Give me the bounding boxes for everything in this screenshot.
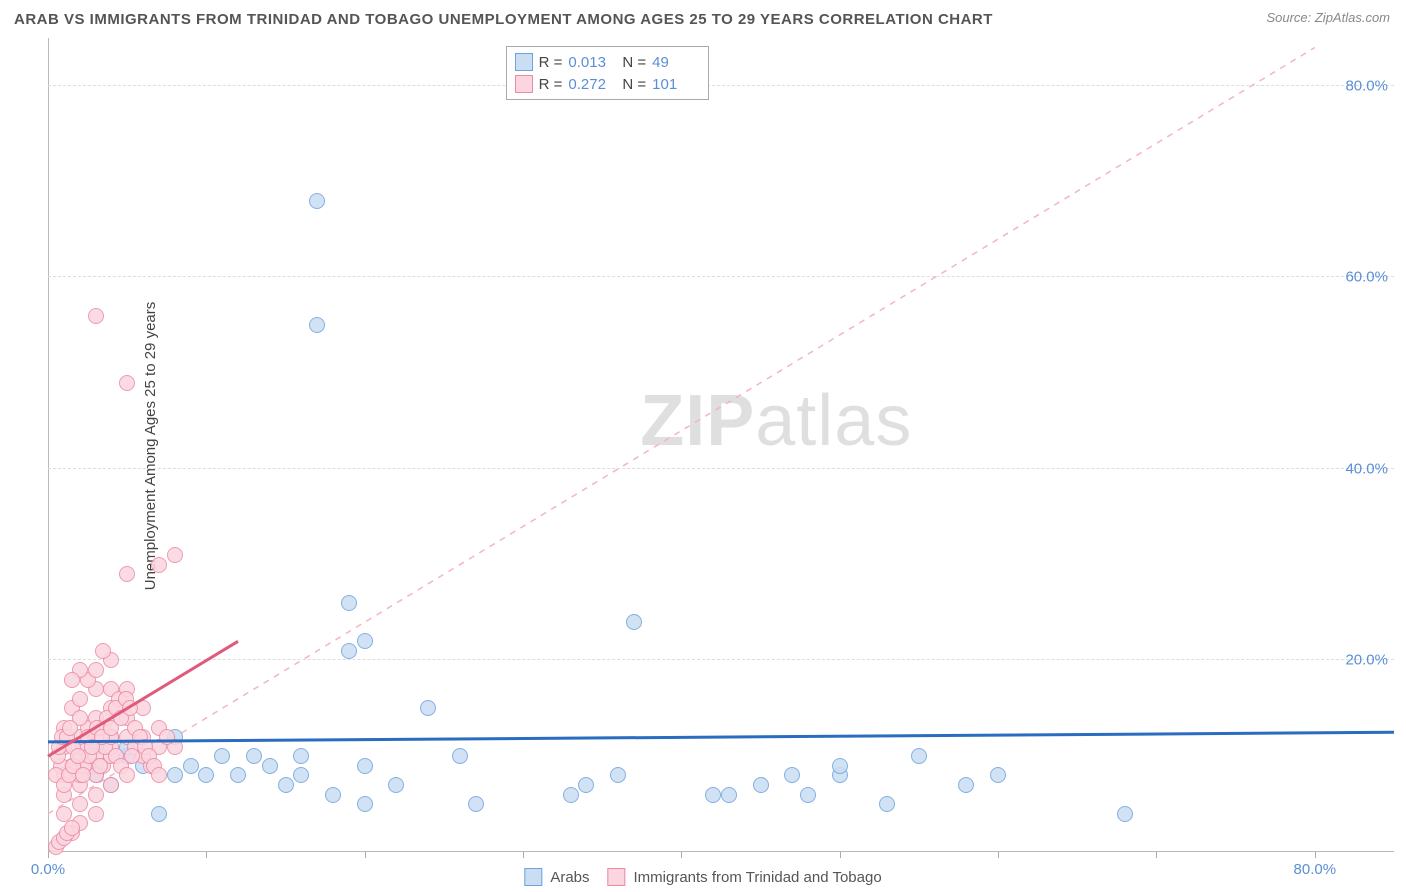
- chart-title: ARAB VS IMMIGRANTS FROM TRINIDAD AND TOB…: [14, 11, 993, 28]
- x-tick: [1156, 852, 1157, 858]
- x-tick: [681, 852, 682, 858]
- x-tick: [1315, 852, 1316, 858]
- x-tick-label: 80.0%: [1294, 861, 1337, 878]
- x-tick: [840, 852, 841, 858]
- x-tick: [206, 852, 207, 858]
- legend-swatch: [524, 868, 542, 886]
- source-label: Source: ZipAtlas.com: [1266, 10, 1390, 25]
- legend-label: Arabs: [550, 869, 589, 886]
- legend-item: Immigrants from Trinidad and Tobago: [608, 868, 882, 886]
- legend-bottom: Arabs Immigrants from Trinidad and Tobago: [524, 868, 881, 886]
- x-tick: [48, 852, 49, 858]
- legend-swatch: [608, 868, 626, 886]
- x-tick: [523, 852, 524, 858]
- x-tick: [998, 852, 999, 858]
- x-tick: [365, 852, 366, 858]
- trend-line: [48, 38, 1394, 852]
- legend-label: Immigrants from Trinidad and Tobago: [634, 869, 882, 886]
- x-tick-label: 0.0%: [31, 861, 65, 878]
- plot-area: 20.0%40.0%60.0%80.0%0.0%80.0%ZIPatlasR =…: [48, 38, 1394, 852]
- legend-item: Arabs: [524, 868, 589, 886]
